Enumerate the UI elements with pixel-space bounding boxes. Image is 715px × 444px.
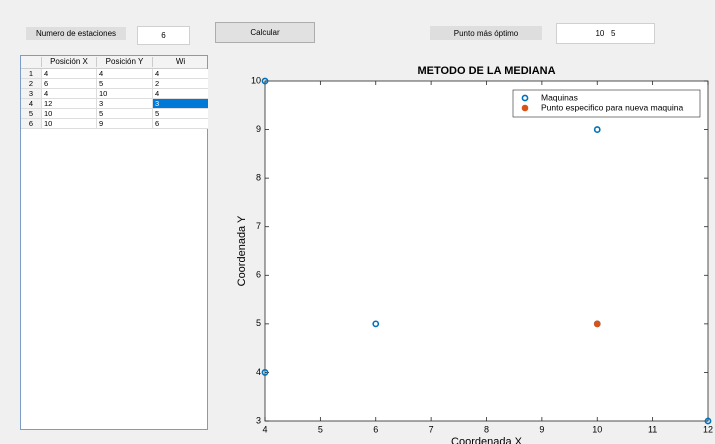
table-cell[interactable]: 10 xyxy=(96,89,152,99)
column-header: Posición Y xyxy=(96,57,152,67)
x-tick-label: 6 xyxy=(373,424,378,434)
x-tick-label: 8 xyxy=(484,424,489,434)
y-tick-label: 5 xyxy=(256,318,261,328)
table-cell[interactable]: 5 xyxy=(152,109,208,119)
x-tick-label: 7 xyxy=(429,424,434,434)
chart-title: METODO DE LA MEDIANA xyxy=(417,65,555,77)
stations-label: Numero de estaciones xyxy=(26,27,126,40)
y-tick-label: 10 xyxy=(251,75,261,85)
legend-box xyxy=(512,89,701,118)
point xyxy=(593,126,601,133)
point xyxy=(372,320,380,328)
calculate-button[interactable]: Calcular xyxy=(215,22,315,43)
table-cell[interactable]: 2 xyxy=(152,79,208,89)
point xyxy=(593,320,601,328)
table-cell[interactable]: 4 xyxy=(41,69,96,79)
table-cell[interactable]: 4 xyxy=(152,69,208,79)
y-tick-label: 6 xyxy=(256,270,261,280)
row-header: 5 xyxy=(21,109,41,119)
data-table[interactable]: Posición X Posición Y Wi 1 4 4 4 2 6 5 2 3 4 10 4 4 12 3 3… xyxy=(20,55,208,430)
plot-area xyxy=(264,80,709,422)
column-header: Wi xyxy=(152,57,208,67)
table-cell[interactable]: 5 xyxy=(96,79,152,89)
optimal-output: 10 5 xyxy=(556,23,655,44)
table-cell[interactable]: 6 xyxy=(41,79,96,89)
table-cell[interactable]: 12 xyxy=(41,99,96,109)
point xyxy=(261,369,269,376)
row-header: 1 xyxy=(21,69,41,79)
legend-marker xyxy=(521,104,529,112)
table-cell[interactable]: 5 xyxy=(96,109,152,119)
row-header: 4 xyxy=(21,99,41,109)
point xyxy=(261,77,269,85)
legend-marker xyxy=(521,94,529,102)
x-tick-label: 9 xyxy=(539,424,544,434)
table-cell[interactable]: 3 xyxy=(96,99,152,109)
table-cell[interactable]: 9 xyxy=(96,119,152,129)
x-tick-label: 10 xyxy=(592,424,602,434)
table-cell[interactable]: 4 xyxy=(152,89,208,99)
x-axis-label: Coordenada X xyxy=(451,436,523,444)
row-header: 3 xyxy=(21,89,41,99)
legend-label: Punto especifico para nueva maquina xyxy=(541,102,684,112)
x-tick-label: 12 xyxy=(703,424,713,434)
y-tick-label: 4 xyxy=(256,367,261,377)
table-cell[interactable]: 6 xyxy=(152,119,208,129)
table-cell[interactable]: 3 xyxy=(152,99,208,109)
row-header: 2 xyxy=(21,79,41,89)
column-header: Posición X xyxy=(41,57,96,67)
table-header-bg xyxy=(21,56,207,69)
legend-label: Maquinas xyxy=(541,92,578,102)
optimal-label: Punto más óptimo xyxy=(430,26,542,40)
row-header: 6 xyxy=(21,119,41,129)
x-tick-label: 4 xyxy=(262,424,267,434)
x-tick-label: 5 xyxy=(318,424,323,434)
table-cell[interactable]: 4 xyxy=(96,69,152,79)
stations-input[interactable]: 6 xyxy=(137,26,190,45)
table-cell[interactable]: 10 xyxy=(41,109,96,119)
y-axis-label: Coordenada Y xyxy=(236,215,248,286)
y-tick-label: 9 xyxy=(256,124,261,134)
y-tick-label: 3 xyxy=(256,415,261,425)
y-tick-label: 7 xyxy=(256,221,261,231)
point xyxy=(704,417,712,425)
y-tick-label: 8 xyxy=(256,173,261,183)
table-cell[interactable]: 10 xyxy=(41,119,96,129)
x-tick-label: 11 xyxy=(648,424,657,434)
table-cell[interactable]: 4 xyxy=(41,89,96,99)
